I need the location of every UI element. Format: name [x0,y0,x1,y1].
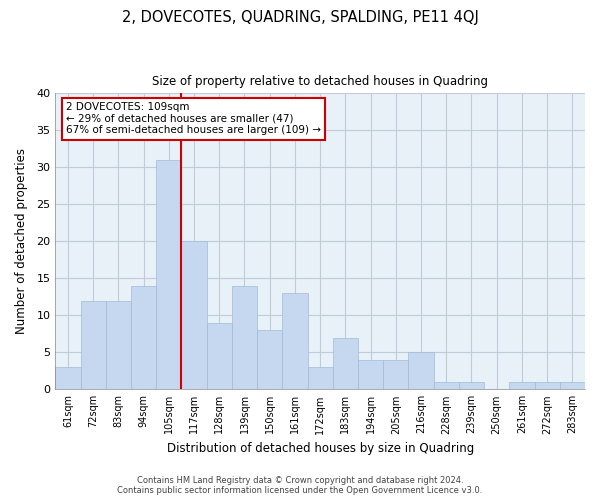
Bar [206,322,232,390]
Bar [80,300,106,390]
Bar [358,360,383,390]
Bar [181,242,206,390]
Bar [560,382,585,390]
Bar [333,338,358,390]
Bar [509,382,535,390]
Bar [156,160,181,390]
Bar [459,382,484,390]
Title: Size of property relative to detached houses in Quadring: Size of property relative to detached ho… [152,75,488,88]
Bar [55,367,80,390]
Bar [383,360,409,390]
Text: 2, DOVECOTES, QUADRING, SPALDING, PE11 4QJ: 2, DOVECOTES, QUADRING, SPALDING, PE11 4… [122,10,478,25]
Bar [308,367,333,390]
Text: Contains HM Land Registry data © Crown copyright and database right 2024.
Contai: Contains HM Land Registry data © Crown c… [118,476,482,495]
Bar [434,382,459,390]
Bar [131,286,156,390]
X-axis label: Distribution of detached houses by size in Quadring: Distribution of detached houses by size … [167,442,474,455]
Bar [409,352,434,390]
Bar [535,382,560,390]
Bar [106,300,131,390]
Bar [232,286,257,390]
Bar [257,330,283,390]
Y-axis label: Number of detached properties: Number of detached properties [15,148,28,334]
Bar [283,293,308,390]
Text: 2 DOVECOTES: 109sqm
← 29% of detached houses are smaller (47)
67% of semi-detach: 2 DOVECOTES: 109sqm ← 29% of detached ho… [66,102,321,136]
